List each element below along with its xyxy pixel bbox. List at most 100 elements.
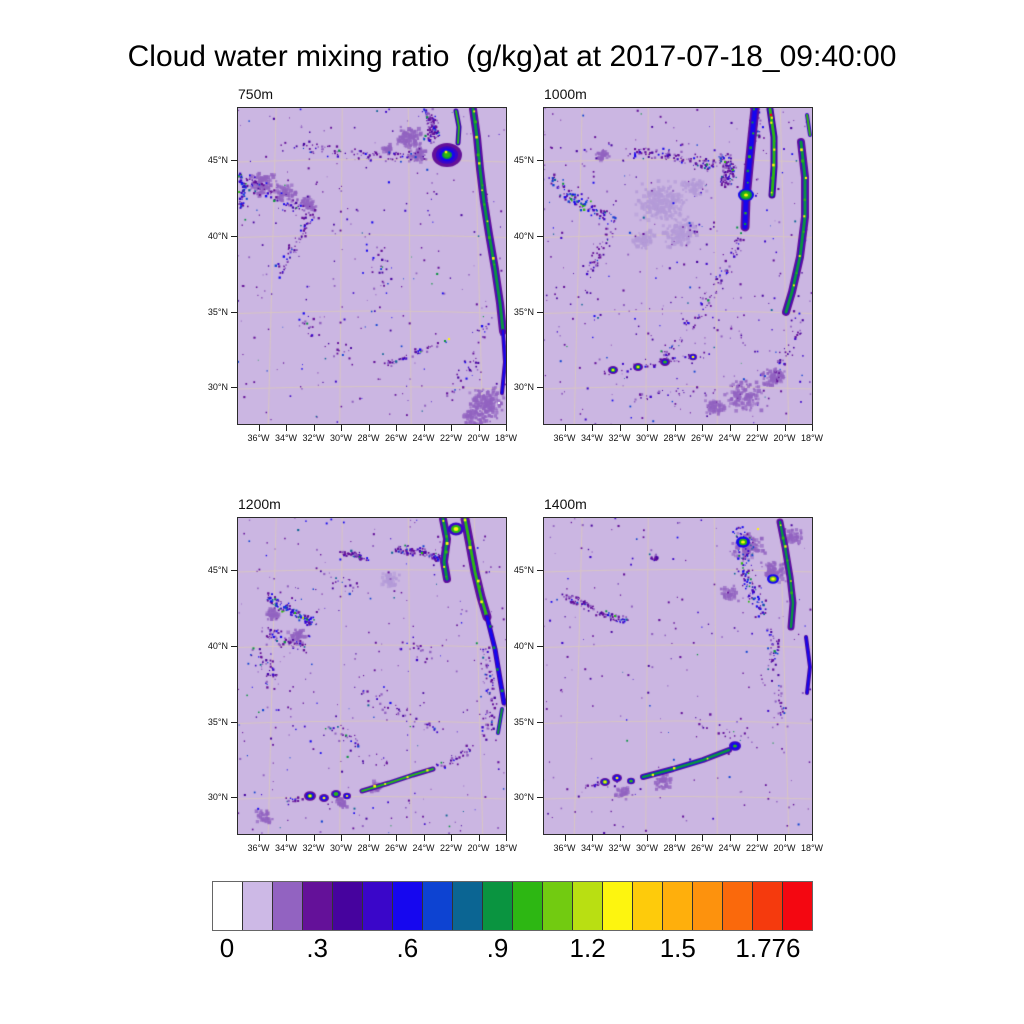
colorbar-box (693, 882, 723, 930)
lon-tick: 24°W (412, 425, 435, 443)
lon-tick-label: 26°W (384, 843, 408, 853)
lon-tick-label: 24°W (718, 843, 741, 853)
lat-tick: 35°N (208, 717, 237, 727)
colorbar-box (333, 882, 363, 930)
lon-tick-label: 20°W (467, 433, 490, 443)
lon-tick-label: 26°W (690, 843, 714, 853)
lon-tick-label: 22°W (745, 843, 769, 853)
lon-tick: 20°W (467, 425, 490, 443)
lat-tick: 40°N (208, 231, 237, 241)
panel-title-750m: 750m (238, 86, 274, 102)
lon-tick: 18°W (801, 835, 823, 853)
lon-tick: 18°W (801, 425, 823, 443)
lon-tick: 30°W (636, 835, 658, 853)
lat-tick: 35°N (208, 307, 237, 317)
lon-tick: 28°W (663, 835, 686, 853)
map-panel-1000m: 1000m 36°W 34°W 32°W 30°W 28°W 26°W 24°W 22°W 20… (514, 86, 823, 443)
lon-tick-label: 34°W (580, 433, 604, 443)
lon-tick: 20°W (467, 835, 490, 853)
colorbar-box (603, 882, 633, 930)
lon-tick: 22°W (440, 425, 462, 443)
lon-tick: 18°W (495, 835, 517, 853)
colorbar-label: 1.5 (659, 933, 696, 963)
lon-tick: 26°W (385, 425, 407, 443)
lon-tick-label: 24°W (412, 843, 435, 853)
lon-tick: 34°W (275, 425, 297, 443)
colorbar-label: 1.776 (735, 933, 801, 963)
lon-tick: 24°W (718, 835, 741, 853)
figure-title: Cloud water mixing ratio (g/kg)at at 201… (127, 40, 897, 73)
lon-tick-label: 26°W (384, 433, 408, 443)
colorbar-box (363, 882, 393, 930)
colorbar-label: .3 (306, 933, 329, 963)
lon-tick-label: 32°W (608, 433, 631, 443)
lon-tick: 18°W (495, 425, 517, 443)
colorbar-box (393, 882, 423, 930)
lon-tick: 24°W (412, 835, 435, 853)
colorbar-box (483, 882, 513, 930)
lon-tick: 22°W (440, 835, 462, 853)
lat-tick-label: 30°N (513, 792, 534, 802)
colorbar-labels: 0 .3 .6 .9 1.2 1.5 1.776 (212, 933, 813, 967)
lon-tick-label: 22°W (439, 433, 463, 443)
lon-tick: 32°W (608, 425, 631, 443)
lat-tick-label: 45°N (207, 565, 228, 575)
lon-tick-label: 32°W (302, 843, 325, 853)
lat-tick: 40°N (208, 641, 237, 651)
lat-tick-label: 40°N (207, 230, 228, 241)
lon-tick-label: 32°W (302, 433, 325, 443)
lat-tick: 40°N (514, 641, 543, 651)
colorbar-box (663, 882, 693, 930)
lat-tick: 45°N (514, 565, 543, 575)
lon-tick-label: 28°W (663, 433, 686, 443)
lon-tick-label: 28°W (357, 843, 380, 853)
lat-tick-label: 30°N (207, 382, 228, 392)
lat-tick: 30°N (208, 792, 237, 802)
lon-tick-label: 18°W (494, 433, 518, 443)
colorbar-box (513, 882, 543, 930)
lon-tick-label: 20°W (467, 843, 490, 853)
map-canvas-750m (237, 107, 507, 425)
lon-tick-label: 22°W (745, 433, 769, 443)
lon-tick-label: 18°W (494, 843, 518, 853)
lat-tick-label: 35°N (513, 306, 534, 317)
lon-tick-label: 30°W (635, 433, 659, 443)
colorbar-box (543, 882, 573, 930)
lon-tick-label: 20°W (773, 843, 796, 853)
lat-tick-label: 35°N (513, 716, 534, 727)
lon-tick: 34°W (275, 835, 297, 853)
lon-tick: 36°W (247, 425, 270, 443)
lon-tick-label: 24°W (412, 433, 435, 443)
colorbar-box (423, 882, 453, 930)
lon-tick: 34°W (581, 425, 603, 443)
lon-tick: 32°W (302, 835, 325, 853)
lat-tick: 45°N (208, 155, 237, 165)
lon-tick: 20°W (773, 835, 796, 853)
map-panel-1200m: 1200m 36°W 34°W 32°W 30°W 28°W 26°W 24°W 22°W 20… (208, 496, 517, 853)
map-panel-1400m: 1400m 36°W 34°W 32°W 30°W 28°W 26°W 24°W 22°W 20… (514, 496, 823, 853)
colorbar-box (783, 882, 812, 930)
colorbar-box (633, 882, 663, 930)
map-canvas-1400m (543, 517, 813, 835)
lat-tick-label: 40°N (207, 640, 228, 651)
lat-tick: 35°N (514, 307, 543, 317)
lon-tick: 36°W (553, 835, 576, 853)
map-panel-750m: 750m 36°W 34°W 32°W 30°W 28°W 26°W 24°W 22°W 20°… (208, 86, 517, 443)
lon-tick: 36°W (247, 835, 270, 853)
lon-tick: 24°W (718, 425, 741, 443)
colorbar-box (573, 882, 603, 930)
lon-tick-label: 30°W (329, 433, 353, 443)
lat-tick: 45°N (208, 565, 237, 575)
lat-tick-label: 35°N (207, 716, 228, 727)
lat-tick-label: 45°N (513, 155, 534, 165)
lon-tick: 30°W (330, 835, 352, 853)
lon-tick: 28°W (357, 835, 380, 853)
panel-title-1000m: 1000m (544, 86, 587, 102)
panel-title-1400m: 1400m (544, 496, 587, 512)
lon-tick: 28°W (663, 425, 686, 443)
colorbar-label: .9 (486, 933, 509, 963)
lon-tick-label: 18°W (800, 843, 824, 853)
lat-tick: 40°N (514, 231, 543, 241)
lon-tick-label: 28°W (357, 433, 380, 443)
